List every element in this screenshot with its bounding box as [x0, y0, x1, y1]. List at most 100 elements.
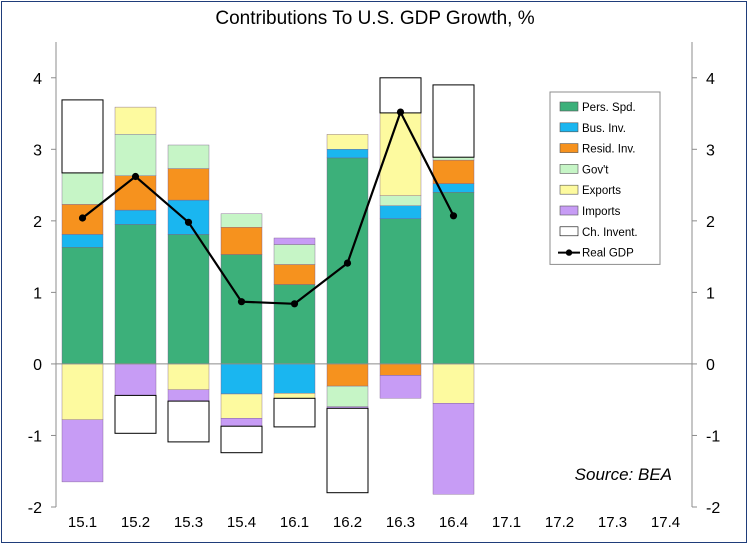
y-tick-label-right: 4 — [706, 71, 715, 88]
bar-15.3-bus-inv- — [167, 199, 210, 235]
y-tick-label-left: 4 — [33, 71, 42, 88]
real-gdp-point — [343, 259, 352, 267]
real-gdp-line-layer — [78, 108, 458, 308]
bar-16.2-bus-inv- — [326, 149, 369, 159]
legend-label: Real GDP — [582, 248, 634, 260]
x-tick-label: 15.4 — [227, 514, 256, 531]
real-gdp-point — [449, 212, 458, 220]
bar-15.1-imports — [61, 419, 104, 483]
x-tick-label: 16.1 — [280, 514, 309, 531]
bar-15.4-pers-spd- — [220, 254, 263, 365]
x-tick-label: 16.2 — [333, 514, 362, 531]
bar-15.3-resid-inv- — [167, 168, 210, 201]
legend-label: Exports — [582, 185, 621, 197]
legend-swatch — [559, 205, 579, 216]
bar-15.4-gov-t — [220, 213, 263, 228]
bar-16.3-gov-t — [379, 195, 422, 207]
y-tick-label-right: 3 — [706, 142, 715, 159]
real-gdp-point — [78, 214, 87, 222]
x-tick-label: 15.3 — [174, 514, 203, 531]
x-tick-label: 16.3 — [386, 514, 415, 531]
bar-15.3-imports — [167, 389, 210, 402]
legend-swatch — [559, 101, 579, 112]
bar-16.1-gov-t — [273, 244, 316, 265]
y-tick-label-right: -2 — [706, 500, 720, 517]
x-tick-label: 15.2 — [121, 514, 150, 531]
bar-16.2-exports — [326, 134, 369, 150]
bar-15.3-gov-t — [167, 144, 210, 169]
bar-15.3-ch-invent- — [167, 400, 210, 443]
bar-16.2-ch-invent- — [326, 407, 369, 494]
y-tick-label-left: 3 — [33, 142, 42, 159]
bar-16.3-ch-invent- — [379, 77, 422, 114]
bar-15.4-imports — [220, 418, 263, 427]
bar-16.1-resid-inv- — [273, 264, 316, 285]
legend-label: Imports — [582, 206, 621, 218]
bar-15.4-exports — [220, 393, 263, 419]
x-tick-label: 17.1 — [492, 514, 521, 531]
legend-label: Ch. Invent. — [582, 227, 638, 239]
y-tick-label-left: -1 — [28, 428, 42, 445]
bars-layer — [61, 77, 475, 495]
bar-15.3-pers-spd- — [167, 234, 210, 365]
bar-15.1-pers-spd- — [61, 247, 104, 365]
bar-15.2-pers-spd- — [114, 224, 157, 365]
bar-16.4-exports — [432, 363, 475, 404]
legend-label: Gov't — [582, 164, 609, 176]
y-tick-label-left: -2 — [28, 500, 42, 517]
legend-label: Bus. Inv. — [582, 123, 626, 135]
bar-15.4-bus-inv- — [220, 363, 263, 395]
y-tick-label-right: 1 — [706, 285, 715, 302]
y-tick-label-left: 2 — [33, 214, 42, 231]
bar-16.4-pers-spd- — [432, 191, 475, 365]
x-tick-label: 16.4 — [439, 514, 468, 531]
real-gdp-point — [290, 300, 299, 308]
legend-label: Pers. Spd. — [582, 102, 636, 114]
bar-16.1-ch-invent- — [273, 397, 316, 428]
legend-swatch — [559, 143, 579, 153]
bar-15.1-gov-t — [61, 172, 104, 205]
legend-swatch — [559, 226, 579, 237]
bar-15.1-ch-invent- — [61, 99, 104, 174]
y-tick-label-right: 2 — [706, 214, 715, 231]
legend-swatch — [559, 184, 579, 195]
bar-16.1-exports — [273, 393, 316, 399]
x-tick-label: 17.4 — [651, 514, 680, 531]
real-gdp-point — [184, 218, 193, 226]
bar-16.4-resid-inv- — [432, 159, 475, 184]
bar-16.2-gov-t — [326, 385, 369, 408]
bar-16.3-pers-spd- — [379, 218, 422, 365]
bar-15.1-exports — [61, 363, 104, 420]
bar-15.1-bus-inv- — [61, 234, 104, 248]
bar-15.2-exports — [114, 106, 157, 135]
bar-16.3-bus-inv- — [379, 205, 422, 219]
bar-16.1-pers-spd- — [273, 284, 316, 365]
bar-15.2-resid-inv- — [114, 175, 157, 211]
legend: Pers. Spd. Bus. Inv. Resid. Inv. Gov't Expor… — [549, 91, 661, 265]
real-gdp-point — [396, 108, 405, 116]
bar-15.2-imports — [114, 363, 157, 396]
x-tick-label: 15.1 — [68, 514, 97, 531]
y-tick-label-left: 0 — [33, 357, 42, 374]
bar-16.4-ch-invent- — [432, 84, 475, 158]
y-tick-label-right: -1 — [706, 428, 720, 445]
bar-16.2-resid-inv- — [326, 363, 369, 387]
y-tick-label-left: 1 — [33, 285, 42, 302]
axes-layer: -2 -2 -1 -1 0 0 1 1 2 2 3 3 4 4 15.1 15.2 15.3 15.4 16.1 16… — [28, 42, 720, 531]
source-annotation: Source: BEA — [575, 465, 672, 484]
real-gdp-point — [237, 298, 246, 306]
chart-title: Contributions To U.S. GDP Growth, % — [215, 8, 535, 29]
bar-15.2-gov-t — [114, 134, 157, 177]
bar-16.1-bus-inv- — [273, 363, 316, 394]
bar-15.2-ch-invent- — [114, 394, 157, 434]
x-tick-label: 17.3 — [598, 514, 627, 531]
bar-15.3-exports — [167, 363, 210, 390]
real-gdp-point — [131, 172, 140, 181]
legend-swatch — [559, 122, 579, 133]
bar-16.4-imports — [432, 403, 475, 495]
legend-swatch — [559, 164, 579, 174]
y-tick-label-right: 0 — [706, 357, 715, 374]
bar-16.1-imports — [273, 237, 316, 245]
real-gdp-line — [81, 109, 455, 305]
